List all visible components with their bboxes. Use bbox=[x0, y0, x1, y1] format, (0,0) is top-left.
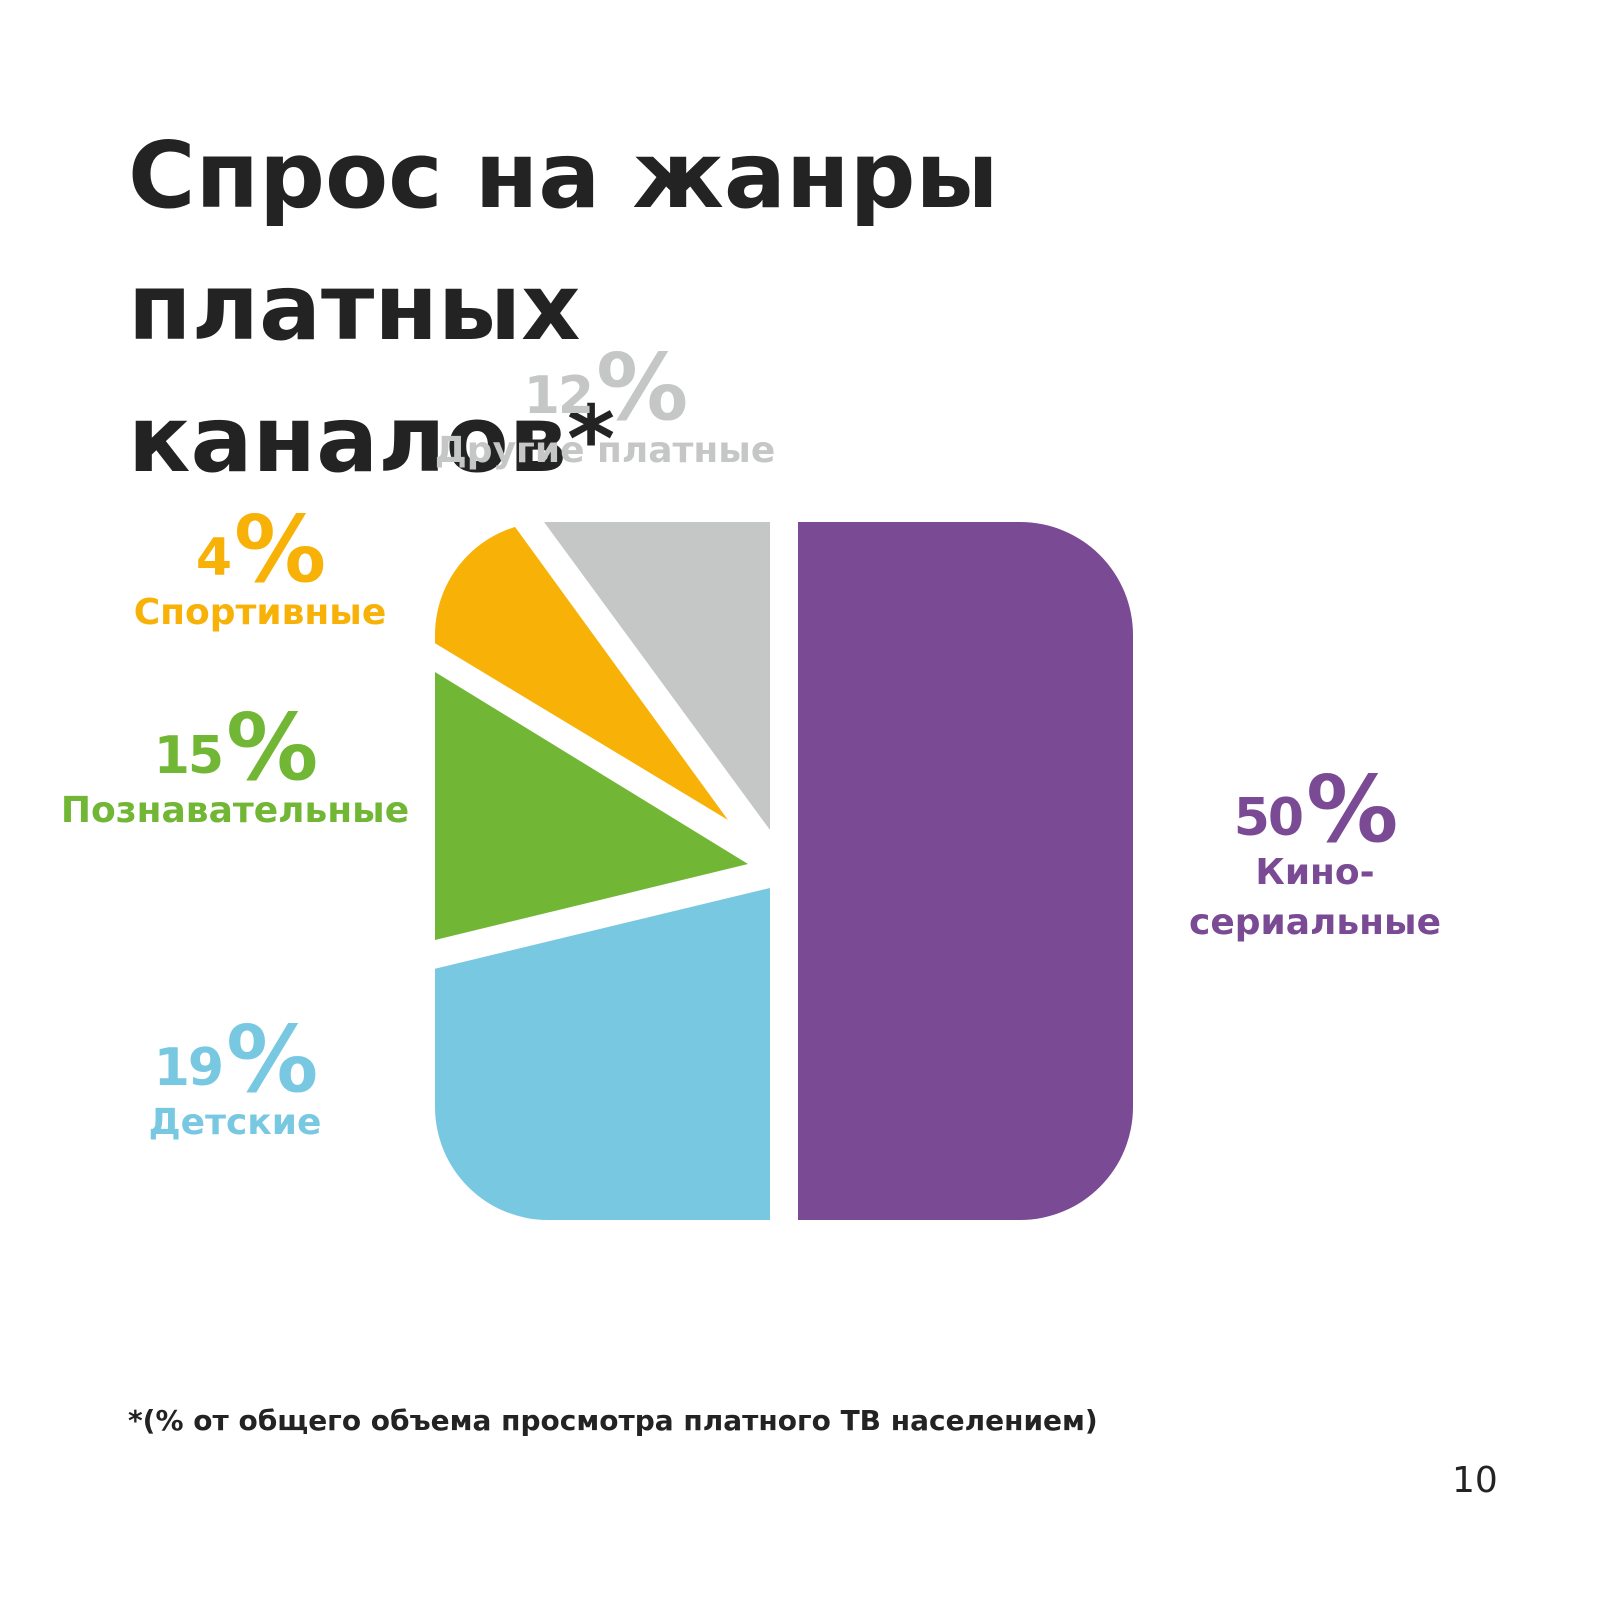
sport-name: Спортивные bbox=[133, 592, 387, 633]
label-movies: 50% Кино- сериальные bbox=[1170, 764, 1460, 948]
title-line-2: каналов* bbox=[128, 386, 616, 493]
title-line-1: Спрос на жанры платных bbox=[128, 122, 999, 361]
slice-movies bbox=[798, 522, 1133, 1220]
label-kids: 19% Детские bbox=[100, 1014, 370, 1148]
page-number: 10 bbox=[1452, 1460, 1498, 1501]
slice-kids bbox=[435, 888, 770, 1220]
percent-sign: % bbox=[226, 1006, 318, 1113]
kids-value: 19 bbox=[153, 1038, 224, 1098]
slice-edu bbox=[435, 640, 748, 954]
other-name: Другие платные bbox=[434, 430, 776, 471]
label-other: 12% Другие платные bbox=[420, 342, 790, 476]
sport-value: 4 bbox=[195, 528, 232, 588]
slice-other bbox=[544, 522, 770, 830]
label-sport: 4% Спортивные bbox=[110, 504, 410, 638]
label-edu: 15% Познавательные bbox=[50, 702, 420, 836]
other-value: 12 bbox=[523, 366, 594, 426]
percent-sign: % bbox=[234, 496, 326, 603]
footnote: *(% от общего объема просмотра платного … bbox=[128, 1404, 1098, 1437]
slice-sport bbox=[435, 522, 728, 820]
movies-value: 50 bbox=[1233, 788, 1304, 848]
percent-sign: % bbox=[1306, 756, 1398, 863]
movies-name-2: сериальные bbox=[1188, 902, 1442, 943]
percent-sign: % bbox=[226, 694, 318, 801]
kids-name: Детские bbox=[148, 1102, 322, 1143]
movies-name-1: Кино- bbox=[1255, 852, 1375, 893]
page-title: Спрос на жанры платных каналов* bbox=[128, 110, 1428, 506]
edu-value: 15 bbox=[153, 726, 224, 786]
edu-name: Познавательные bbox=[60, 790, 410, 831]
percent-sign: % bbox=[596, 334, 688, 441]
